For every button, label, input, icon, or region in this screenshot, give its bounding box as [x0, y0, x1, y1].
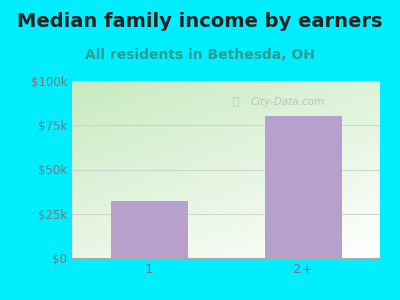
Bar [110, 201, 188, 258]
Text: All residents in Bethesda, OH: All residents in Bethesda, OH [85, 48, 315, 62]
Text: City-Data.com: City-Data.com [251, 97, 325, 107]
Text: ⓘ: ⓘ [232, 97, 239, 107]
Bar [264, 116, 342, 258]
Text: Median family income by earners: Median family income by earners [17, 12, 383, 31]
